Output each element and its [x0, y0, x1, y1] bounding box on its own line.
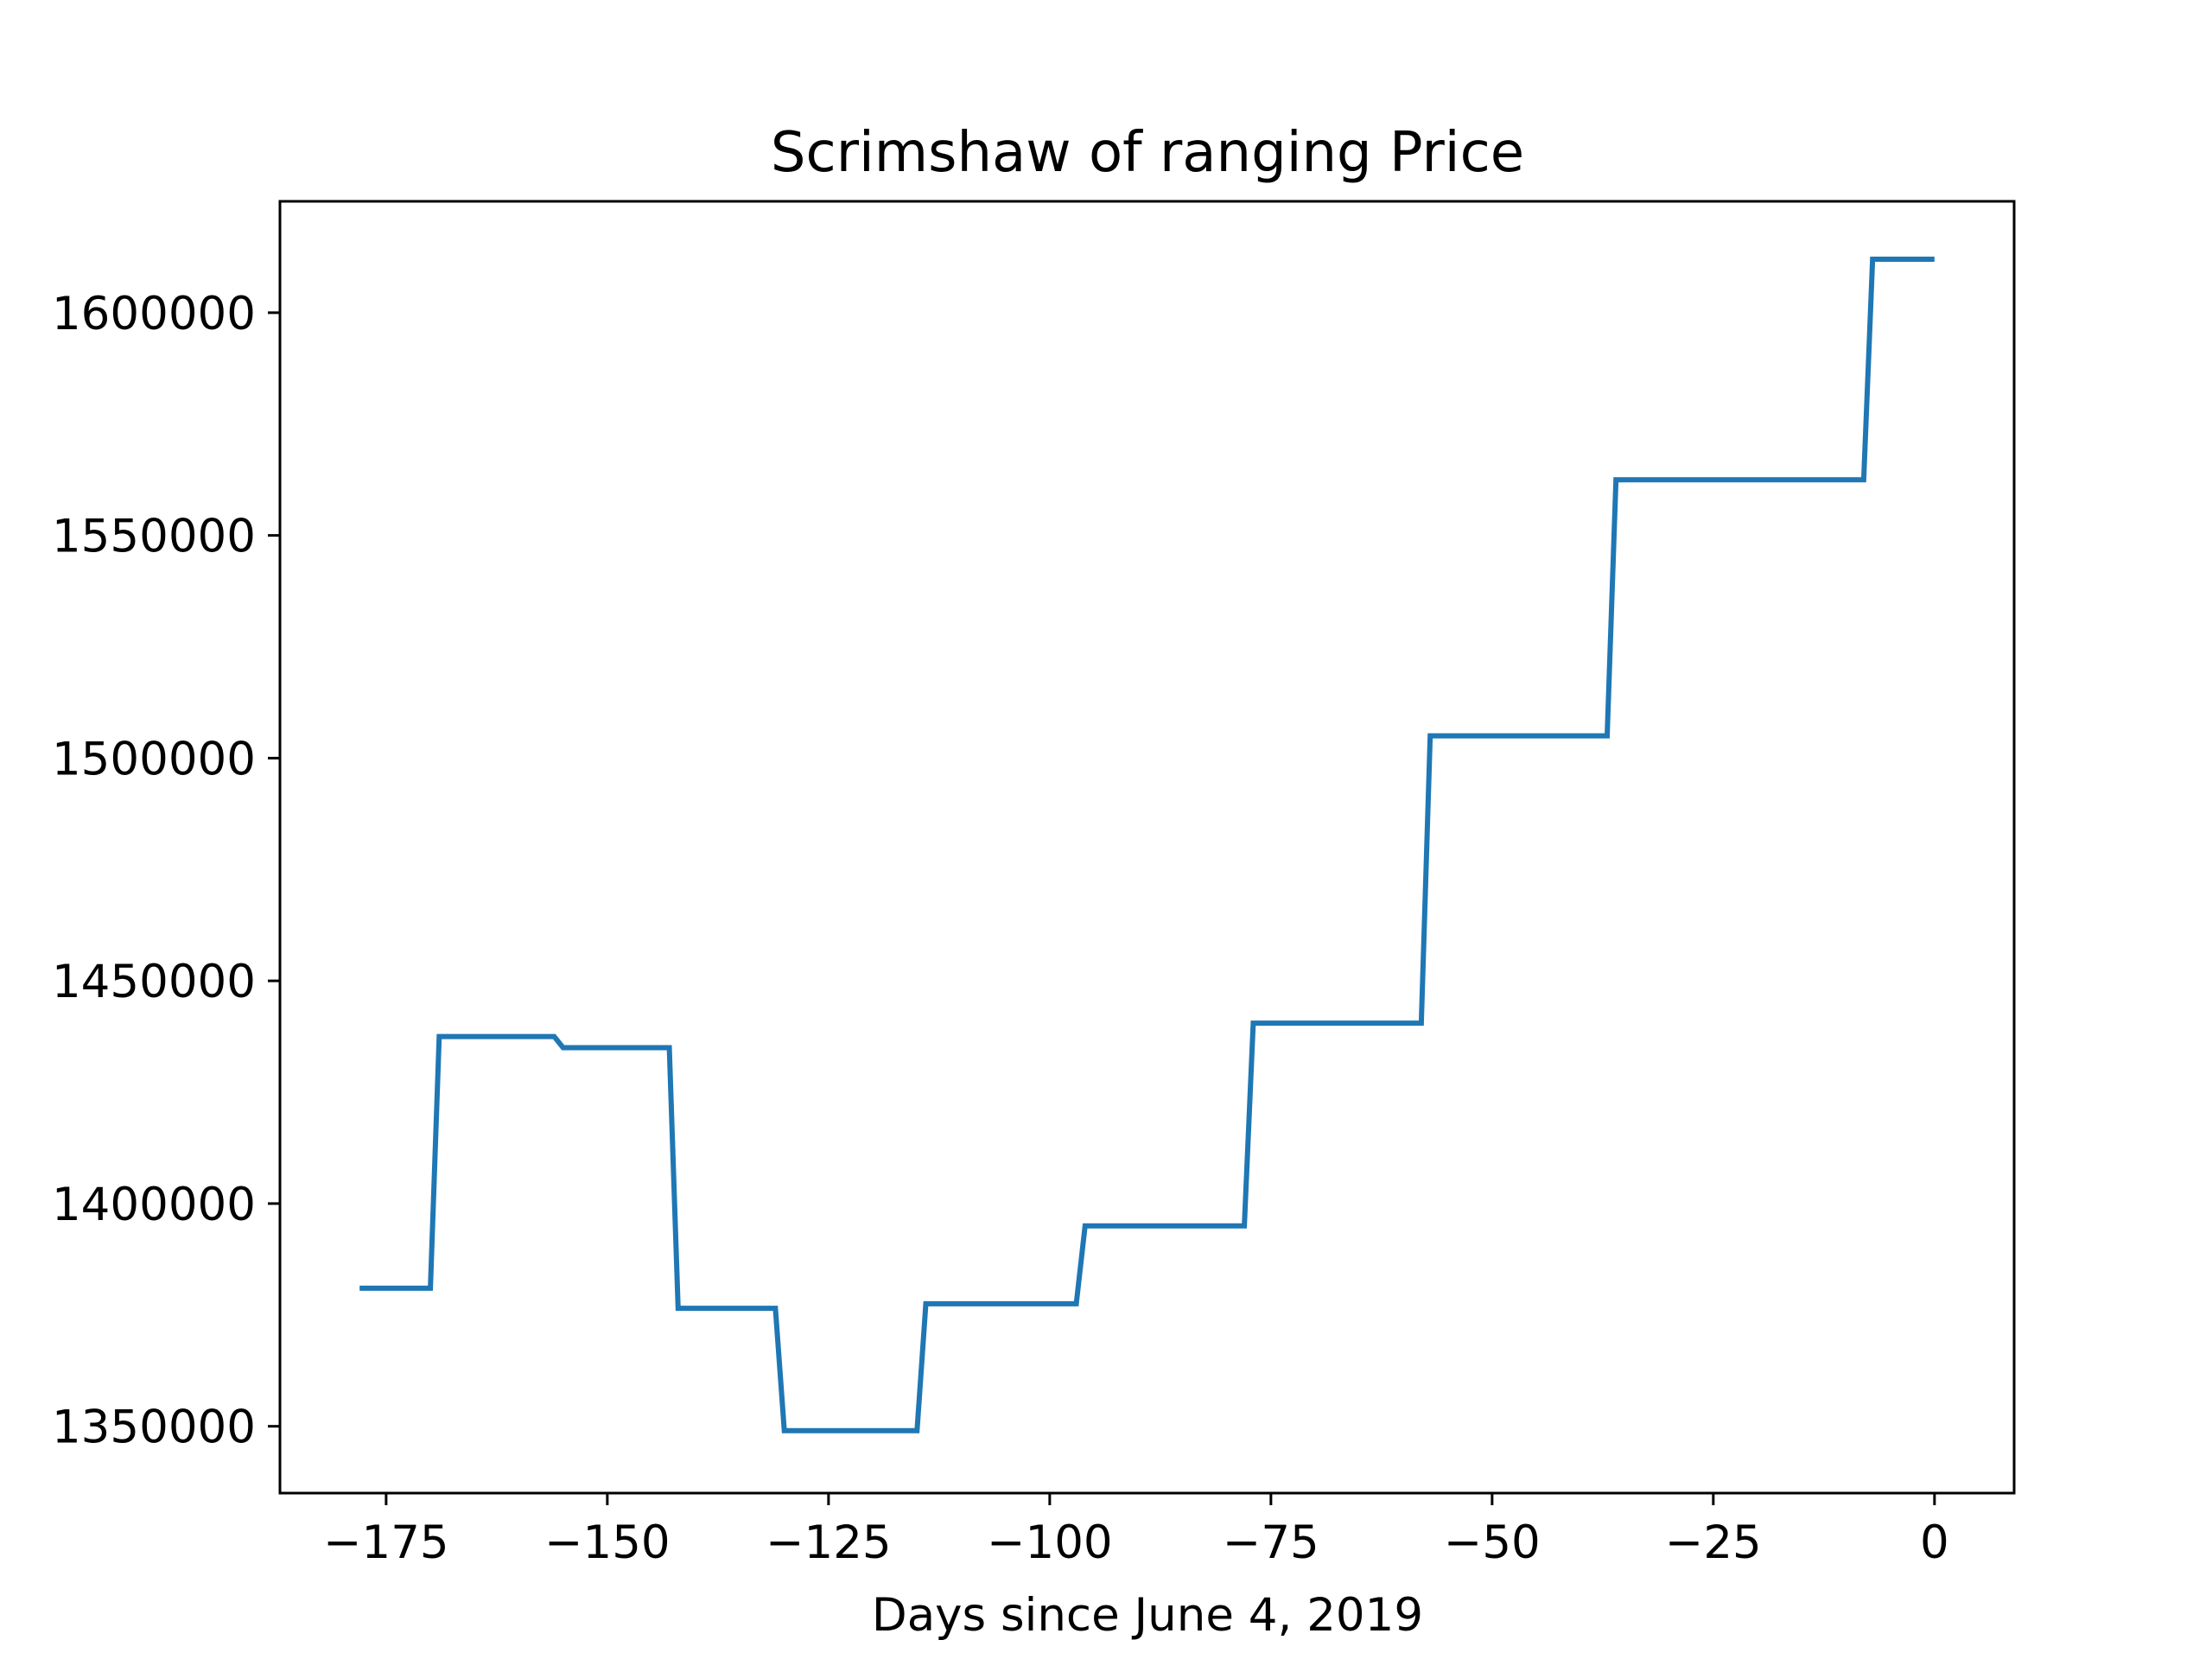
y-axis: 1350000 1400000 1450000 1500000 1550000 16000… [52, 288, 280, 1454]
x-axis: −175 −150 −125 −100 −75 −50 −25 0 [323, 1493, 1949, 1569]
plot-area [359, 257, 1935, 1433]
y-tick-label: 1500000 [52, 733, 256, 785]
x-tick-label: −75 [1223, 1516, 1319, 1569]
y-tick-label: 1450000 [52, 956, 256, 1008]
plot-frame [278, 200, 2016, 1495]
y-tick-label: 1550000 [52, 511, 256, 563]
x-tick-label: −50 [1444, 1516, 1541, 1569]
y-tick-label: 1400000 [52, 1179, 256, 1231]
x-tick-label: −150 [544, 1516, 671, 1569]
series-line-0 [359, 257, 1935, 1433]
x-tick-label: −125 [766, 1516, 892, 1569]
y-tick-label: 1350000 [52, 1402, 256, 1454]
x-tick-label: −175 [323, 1516, 449, 1569]
x-tick-label: −25 [1665, 1516, 1762, 1569]
y-tick-label: 1600000 [52, 288, 256, 340]
x-axis-label: Days since June 4, 2019 [872, 1589, 1423, 1642]
x-tick-label: −100 [987, 1516, 1113, 1569]
x-tick-label: 0 [1920, 1516, 1949, 1569]
chart-title: Scrimshaw of ranging Price [771, 121, 1524, 185]
